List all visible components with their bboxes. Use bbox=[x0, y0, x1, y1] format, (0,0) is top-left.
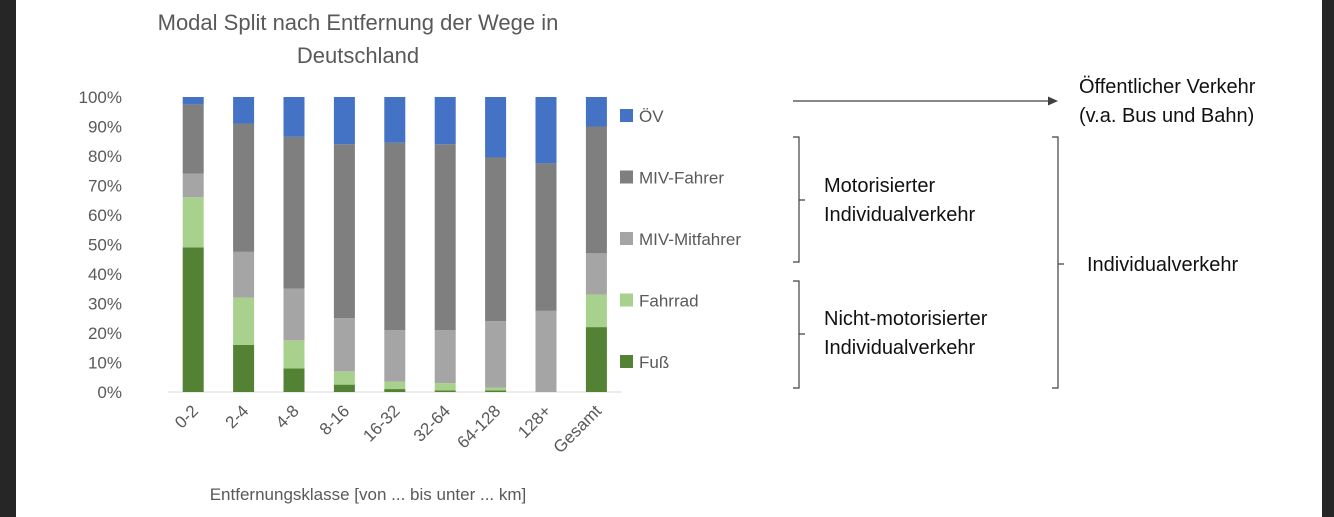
nicht-motorisiert-line1: Nicht-motorisierter bbox=[824, 308, 988, 330]
bar-segment-öv-8-16 bbox=[333, 97, 355, 145]
bar-segment-miv-mitfahrer-4-8 bbox=[283, 288, 305, 341]
bar-segment-miv-fahrer-64-128 bbox=[485, 157, 507, 322]
bar-segment-miv-mitfahrer-16-32 bbox=[384, 330, 406, 382]
chart-title: Modal Split nach Entfernung der Wege in D… bbox=[158, 10, 559, 68]
nicht-motorisiert-bracket bbox=[793, 280, 805, 389]
x-tick-label: 8-16 bbox=[316, 401, 353, 438]
modal-split-chart: Modal Split nach Entfernung der Wege in D… bbox=[79, 10, 742, 504]
bar-segment-miv-fahrer-128+ bbox=[535, 163, 557, 311]
legend-label: ÖV bbox=[639, 107, 664, 126]
individualverkehr-bracket bbox=[1052, 136, 1064, 389]
bar-segment-miv-fahrer-4-8 bbox=[283, 136, 305, 289]
y-tick-label: 70% bbox=[88, 177, 122, 196]
right-dark-border bbox=[1322, 0, 1334, 517]
y-tick-label: 10% bbox=[88, 354, 122, 373]
oev-annotation-line2: (v.a. Bus und Bahn) bbox=[1079, 105, 1255, 127]
bar-segment-fuß-4-8 bbox=[283, 368, 305, 392]
x-tick-label: 4-8 bbox=[272, 401, 303, 432]
bar-segment-miv-fahrer-16-32 bbox=[384, 142, 406, 331]
x-axis-label: Entfernungsklasse [von ... bis unter ...… bbox=[210, 485, 527, 504]
legend-label: MIV-Fahrer bbox=[639, 169, 724, 188]
bar-segment-miv-mitfahrer-0-2 bbox=[182, 173, 204, 198]
bar-segment-miv-mitfahrer-32-64 bbox=[434, 330, 456, 384]
y-tick-label: 40% bbox=[88, 265, 122, 284]
x-tick-label: 2-4 bbox=[222, 401, 253, 432]
bar-segment-miv-mitfahrer-2-4 bbox=[233, 251, 255, 298]
chart-title-line-2: Deutschland bbox=[297, 43, 419, 68]
bar-segment-fuß-64-128 bbox=[485, 390, 507, 392]
left-dark-border bbox=[0, 0, 16, 517]
bar-segment-miv-mitfahrer-8-16 bbox=[333, 318, 355, 372]
bar-segment-fahrrad-2-4 bbox=[233, 297, 255, 345]
bar-segment-fahrrad-4-8 bbox=[283, 340, 305, 369]
legend-label: Fahrrad bbox=[639, 292, 699, 311]
bar-segment-fuß-16-32 bbox=[384, 389, 406, 392]
y-tick-label: 90% bbox=[88, 118, 122, 137]
bar-segment-fahrrad-Gesamt bbox=[585, 294, 607, 328]
bar-segment-fuß-2-4 bbox=[233, 344, 255, 392]
individualverkehr-annotation: Individualverkehr bbox=[1087, 254, 1239, 276]
bar-segment-öv-128+ bbox=[535, 97, 557, 164]
bar-segment-miv-fahrer-Gesamt bbox=[585, 126, 607, 254]
legend-swatch bbox=[620, 170, 633, 184]
chart-title-line-1: Modal Split nach Entfernung der Wege in bbox=[158, 10, 559, 35]
bar-segment-fahrrad-0-2 bbox=[182, 197, 204, 248]
bar-segment-miv-mitfahrer-Gesamt bbox=[585, 253, 607, 295]
bars bbox=[182, 97, 607, 392]
legend-swatch bbox=[620, 109, 633, 122]
legend-swatch bbox=[620, 355, 633, 368]
bar-segment-öv-0-2 bbox=[182, 97, 204, 105]
nicht-motorisiert-annotation: Nicht-motorisierter Individualverkehr bbox=[824, 305, 987, 363]
bar-segment-miv-mitfahrer-64-128 bbox=[485, 321, 507, 388]
bar-segment-miv-fahrer-0-2 bbox=[182, 104, 204, 174]
bar-segment-fahrrad-64-128 bbox=[485, 387, 507, 391]
bar-segment-miv-mitfahrer-128+ bbox=[535, 310, 557, 392]
bar-segment-fuß-32-64 bbox=[434, 390, 456, 392]
motorisiert-line1: Motorisierter bbox=[824, 175, 936, 197]
bar-segment-öv-2-4 bbox=[233, 97, 255, 124]
bar-segment-öv-32-64 bbox=[434, 97, 456, 145]
y-axis-ticks: 0% 10% 20% 30% 40% 50% 60% 70% 80% 90% 100% bbox=[79, 88, 122, 402]
x-tick-label: 0-2 bbox=[171, 401, 202, 432]
bar-segment-fuß-8-16 bbox=[333, 384, 355, 392]
y-tick-label: 80% bbox=[88, 147, 122, 166]
bar-segment-öv-4-8 bbox=[283, 97, 305, 137]
bar-segment-miv-fahrer-8-16 bbox=[333, 144, 355, 319]
y-tick-label: 60% bbox=[88, 206, 122, 225]
x-tick-label: Gesamt bbox=[550, 401, 606, 457]
motorisiert-annotation: Motorisierter Individualverkehr bbox=[824, 172, 975, 230]
bar-segment-öv-16-32 bbox=[384, 97, 406, 143]
bar-segment-fuß-0-2 bbox=[182, 247, 204, 392]
motorisiert-line2: Individualverkehr bbox=[824, 204, 976, 226]
bar-segment-fahrrad-16-32 bbox=[384, 381, 406, 390]
oev-annotation-line1: Öffentlicher Verkehr bbox=[1079, 76, 1256, 98]
x-axis-ticks: 0-2 2-4 4-8 8-16 16-32 32-64 64-128 128+Gesamt bbox=[171, 401, 605, 457]
bar-segment-fahrrad-8-16 bbox=[333, 371, 355, 385]
y-tick-label: 20% bbox=[88, 324, 122, 343]
x-tick-label: 32-64 bbox=[410, 401, 454, 445]
y-tick-label: 100% bbox=[79, 88, 122, 107]
y-tick-label: 30% bbox=[88, 295, 122, 314]
bar-segment-öv-64-128 bbox=[485, 97, 507, 158]
oev-arrow-head bbox=[1048, 96, 1058, 106]
legend: ÖV MIV-Fahrer MIV-Mitfahrer Fahrrad Fuß bbox=[620, 107, 741, 372]
nicht-motorisiert-line2: Individualverkehr bbox=[824, 337, 976, 359]
bar-segment-fuß-Gesamt bbox=[585, 327, 607, 392]
legend-label: MIV-Mitfahrer bbox=[639, 230, 741, 249]
motorisiert-bracket bbox=[793, 136, 805, 263]
legend-label: Fuß bbox=[639, 353, 669, 372]
oev-annotation: Öffentlicher Verkehr (v.a. Bus und Bahn) bbox=[1079, 73, 1255, 131]
bar-segment-miv-fahrer-2-4 bbox=[233, 123, 255, 252]
x-tick-label: 64-128 bbox=[454, 401, 505, 452]
x-tick-label: 16-32 bbox=[359, 401, 403, 445]
bar-segment-fahrrad-32-64 bbox=[434, 383, 456, 391]
bar-segment-miv-fahrer-32-64 bbox=[434, 144, 456, 331]
y-tick-label: 0% bbox=[97, 383, 122, 402]
legend-swatch bbox=[620, 293, 633, 307]
bar-segment-öv-Gesamt bbox=[585, 97, 607, 127]
x-tick-label: 128+ bbox=[514, 401, 555, 442]
y-tick-label: 50% bbox=[88, 236, 122, 255]
legend-swatch bbox=[620, 232, 633, 245]
